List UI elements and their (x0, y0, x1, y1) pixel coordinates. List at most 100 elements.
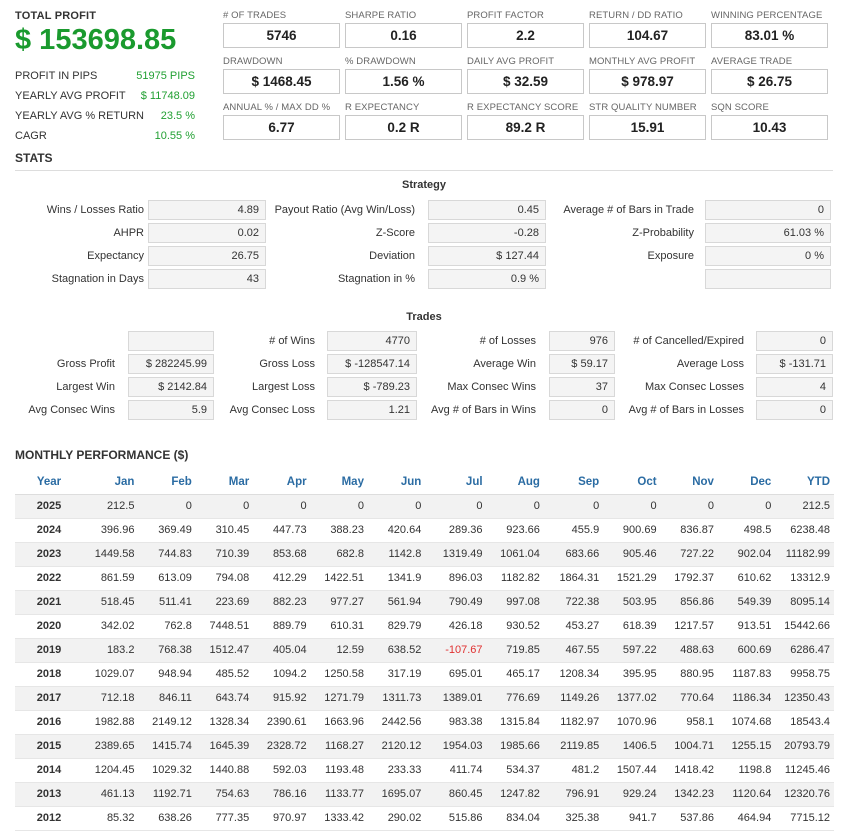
month-value-cell: 0 (138, 494, 196, 519)
month-value-cell: 1074.68 (717, 710, 776, 735)
month-value-cell: 770.64 (660, 686, 718, 711)
summary-item: CAGR 10.55 % (15, 126, 195, 146)
stat-value: 0.02 (148, 223, 266, 243)
month-value-cell: 12.59 (310, 638, 368, 663)
month-value-cell: 447.73 (253, 518, 311, 543)
month-value-cell: 1422.51 (310, 566, 368, 591)
month-value-cell: 537.86 (660, 806, 718, 831)
trade-row: # of Wins 4770 # of Losses 976 # of Cancelle… (15, 331, 833, 351)
month-value-cell: 836.87 (660, 518, 718, 543)
trade-value: $ -789.23 (327, 377, 417, 397)
month-value-cell: 6238.48 (775, 518, 834, 543)
month-value-cell: 682.8 (310, 542, 368, 567)
month-value-cell: 796.91 (543, 782, 604, 807)
month-value-cell: 467.55 (543, 638, 604, 663)
month-value-cell: 695.01 (425, 662, 487, 687)
summary-item-label: YEARLY AVG % RETURN (15, 110, 144, 122)
stat-value: $ 127.44 (428, 246, 546, 266)
metric-label: R EXPECTANCY SCORE (467, 102, 579, 113)
trade-value: 5.9 (128, 400, 214, 420)
metric-card: R EXPECTANCY SCORE 89.2 R (467, 102, 589, 148)
metric-value: $ 1468.45 (223, 69, 340, 94)
monthly-performance-table: Year Jan Feb Mar Apr May Jun Jul Aug Sep Oct Nov Dec… (15, 470, 834, 831)
metric-card: STR QUALITY NUMBER 15.91 (589, 102, 711, 148)
metrics-grid: # OF TRADES 5746 SHARPE RATIO 0.16 PROFIT FA… (223, 10, 833, 148)
month-value-cell: 85.32 (83, 806, 139, 831)
month-value-cell: 1061.04 (486, 542, 544, 567)
month-value-cell: 0 (195, 494, 254, 519)
month-value-cell: 1406.5 (603, 734, 661, 759)
table-row: 2022 861.59 613.09 794.08 412.29 1422.51 1341.… (15, 566, 834, 591)
metric-card: PROFIT FACTOR 2.2 (467, 10, 589, 56)
trade-label: # of Losses (479, 335, 536, 347)
table-row: 2014 1204.45 1029.32 1440.88 592.03 1193.48 23… (15, 758, 834, 783)
month-value-cell: 0 (367, 494, 426, 519)
table-row: 2016 1982.88 2149.12 1328.34 2390.61 1663.96 2… (15, 710, 834, 735)
month-value-cell: 1985.66 (486, 734, 544, 759)
month-value-cell: 1070.96 (603, 710, 661, 735)
metric-label: ANNUAL % / MAX DD % (223, 102, 331, 113)
metric-value: 0.2 R (345, 115, 462, 140)
month-value-cell: 790.49 (425, 590, 487, 615)
month-value-cell: 12350.43 (775, 686, 834, 711)
month-value-cell: 882.23 (253, 590, 311, 615)
metric-value: 0.16 (345, 23, 462, 48)
column-header: Aug (486, 470, 544, 495)
stats-title: STATS (15, 151, 53, 165)
month-value-cell: 970.97 (253, 806, 311, 831)
month-value-cell: 2149.12 (138, 710, 196, 735)
trade-value: $ 2142.84 (128, 377, 214, 397)
month-value-cell: 1521.29 (603, 566, 661, 591)
column-header: Jan (83, 470, 139, 495)
table-row: 2012 85.32 638.26 777.35 970.97 1333.42 290.02… (15, 806, 834, 831)
month-value-cell: 2389.65 (83, 734, 139, 759)
table-row: 2021 518.45 511.41 223.69 882.23 977.27 561.94… (15, 590, 834, 615)
stat-label: Z-Probability (632, 227, 694, 239)
column-header: Mar (195, 470, 254, 495)
metric-card: R EXPECTANCY 0.2 R (345, 102, 467, 148)
profit-summary: TOTAL PROFIT $ 153698.85 PROFIT IN PIPS … (15, 10, 195, 146)
month-value-cell: 1004.71 (660, 734, 718, 759)
month-value-cell: 0 (543, 494, 604, 519)
month-value-cell: 610.31 (310, 614, 368, 639)
trade-value: 0 (549, 400, 615, 420)
month-value-cell: 948.94 (138, 662, 196, 687)
month-value-cell: 388.23 (310, 518, 368, 543)
month-value-cell: 212.5 (775, 494, 834, 519)
trade-value: $ -131.71 (756, 354, 833, 374)
stat-value (705, 269, 831, 289)
trade-label: Avg # of Bars in Wins (431, 404, 536, 416)
metric-label: # OF TRADES (223, 10, 287, 21)
trade-value: 4 (756, 377, 833, 397)
month-value-cell: 712.18 (83, 686, 139, 711)
table-row: 2023 1449.58 744.83 710.39 853.68 682.8 1142.8… (15, 542, 834, 567)
month-value-cell: 768.38 (138, 638, 196, 663)
summary-item-value: 51975 PIPS (136, 70, 195, 82)
month-value-cell: 1187.83 (717, 662, 776, 687)
month-value-cell: 613.09 (138, 566, 196, 591)
month-value-cell: 1333.42 (310, 806, 368, 831)
month-value-cell: 1440.88 (195, 758, 254, 783)
trade-row: Largest Win $ 2142.84 Largest Loss $ -789.2… (15, 377, 833, 397)
year-cell: 2013 (15, 782, 84, 807)
year-cell: 2014 (15, 758, 84, 783)
metric-label: WINNING PERCENTAGE (711, 10, 823, 21)
month-value-cell: 997.08 (486, 590, 544, 615)
trade-label: Largest Win (56, 381, 115, 393)
month-value-cell: 461.13 (83, 782, 139, 807)
month-value-cell: 1204.45 (83, 758, 139, 783)
month-value-cell: 941.7 (603, 806, 661, 831)
stat-value: -0.28 (428, 223, 546, 243)
month-value-cell: 1094.2 (253, 662, 311, 687)
table-row: 2015 2389.65 1415.74 1645.39 2328.72 1168.27 2… (15, 734, 834, 759)
month-value-cell: 900.69 (603, 518, 661, 543)
table-row: 2017 712.18 846.11 643.74 915.92 1271.79 1311.… (15, 686, 834, 711)
table-header-row: Year Jan Feb Mar Apr May Jun Jul Aug Sep Oct Nov Dec… (15, 470, 834, 495)
month-value-cell: 0 (717, 494, 776, 519)
month-value-cell: 1120.64 (717, 782, 776, 807)
summary-item-value: 10.55 % (154, 130, 195, 142)
trade-value: 1.21 (327, 400, 417, 420)
trade-value (128, 331, 214, 351)
stat-label: AHPR (113, 227, 144, 239)
total-profit-value: $ 153698.85 (15, 24, 177, 56)
